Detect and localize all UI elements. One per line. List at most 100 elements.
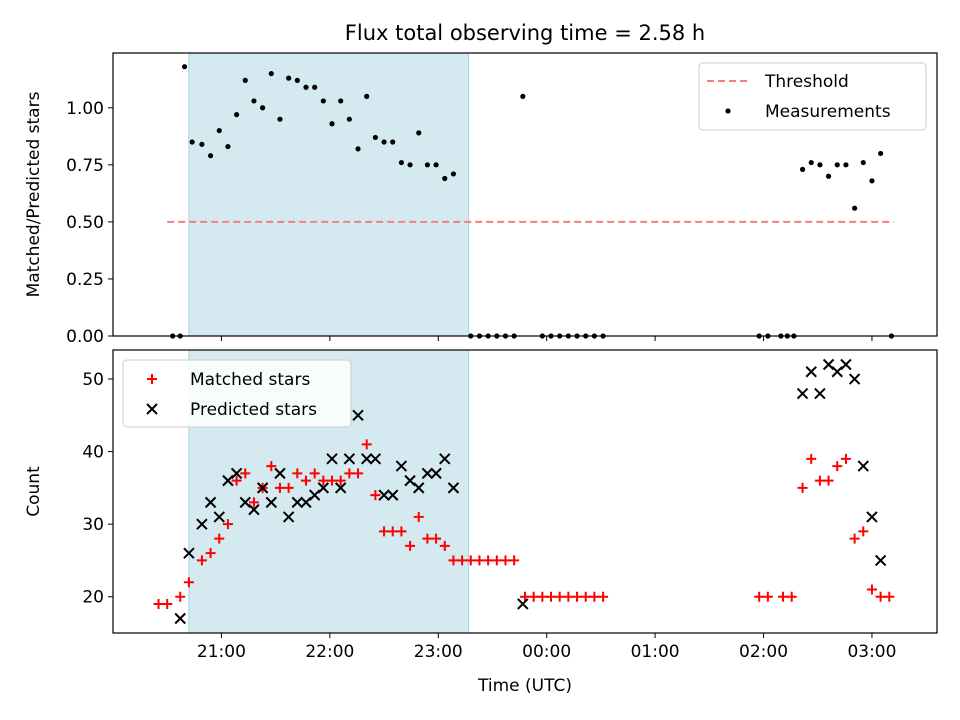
measurement-point xyxy=(398,159,404,166)
legend-matched-label: Matched stars xyxy=(190,370,310,390)
predicted-star-point xyxy=(447,482,460,494)
predicted-star-point xyxy=(395,460,408,472)
x-tick-label: 22:00 xyxy=(305,642,354,662)
legend-box xyxy=(698,62,927,131)
matched-star-point xyxy=(196,555,207,566)
matched-star-point xyxy=(580,591,591,602)
predicted-star-point xyxy=(300,496,312,509)
predicted-star-point xyxy=(326,453,338,465)
y-tick-label: 0.25 xyxy=(66,270,104,290)
matched-star-point xyxy=(448,555,459,566)
axes-frame xyxy=(112,349,938,634)
predicted-star-point xyxy=(439,453,451,465)
measurement-point xyxy=(207,153,214,159)
measurement-point xyxy=(181,64,188,70)
predicted-star-point xyxy=(248,503,260,516)
x-axis-label: Time (UTC) xyxy=(477,676,572,696)
matched-star-point xyxy=(546,591,557,602)
matched-star-point xyxy=(491,555,502,566)
predicted-star-point xyxy=(517,598,529,610)
measurement-point xyxy=(869,178,875,184)
bottom-panel: 20 30 40 50 21:00 22:00 23:00 00:00 01:00 02:00 03… xyxy=(24,349,938,696)
matched-star-point xyxy=(335,475,346,486)
predicted-star-point xyxy=(213,511,225,523)
predicted-star-point xyxy=(222,474,234,487)
measurement-point xyxy=(303,84,309,90)
legend-matched-swatch xyxy=(147,374,157,384)
predicted-star-point xyxy=(814,387,826,400)
y-tick-label: 50 xyxy=(82,370,104,390)
y-tick-label: 20 xyxy=(82,588,104,608)
matched-star-point xyxy=(153,598,164,609)
matched-star-point xyxy=(520,591,530,602)
predicted-star-point xyxy=(343,453,356,465)
matched-star-point xyxy=(884,591,895,602)
matched-star-point xyxy=(786,591,797,602)
matched-star-point xyxy=(162,598,173,609)
x-tick-label: 02:00 xyxy=(739,642,788,662)
matched-star-point xyxy=(762,591,773,602)
matched-star-point xyxy=(537,591,548,602)
matched-star-point xyxy=(353,468,364,479)
measurement-point xyxy=(433,162,439,168)
matched-star-point xyxy=(806,453,817,464)
predicted-star-point xyxy=(334,482,347,494)
measurement-point xyxy=(817,162,823,168)
matched-star-point xyxy=(431,533,442,544)
matched-star-point xyxy=(589,591,600,602)
y-tick-label: 0.00 xyxy=(66,327,104,347)
measurement-point xyxy=(825,173,832,179)
measurement-point xyxy=(329,121,335,127)
y-tick-label: 40 xyxy=(82,443,104,463)
measurement-point xyxy=(216,127,222,134)
predicted-star-point xyxy=(822,358,835,371)
measurement-point xyxy=(442,175,448,182)
measurement-point xyxy=(320,98,326,104)
predicted-star-point xyxy=(413,482,425,494)
matched-star-point xyxy=(832,461,843,472)
predicted-star-point xyxy=(874,554,887,567)
predicted-star-point xyxy=(230,467,243,480)
x-tick-label: 00:00 xyxy=(522,642,571,662)
predicted-star-point xyxy=(866,511,878,523)
matched-star-point xyxy=(483,555,494,566)
y-tick-label: 0.75 xyxy=(66,156,104,176)
measurement-point xyxy=(355,146,361,152)
measurement-point xyxy=(286,75,292,81)
matched-star-point xyxy=(563,591,574,602)
predicted-star-point xyxy=(282,511,295,523)
predicted-star-point xyxy=(857,460,869,472)
matched-star-point xyxy=(509,555,520,566)
measurement-point xyxy=(424,162,431,168)
matched-star-point xyxy=(778,591,789,602)
matched-star-point xyxy=(183,577,194,588)
predicted-star-point xyxy=(183,547,195,559)
matched-star-point xyxy=(240,468,251,479)
measurement-point xyxy=(407,162,413,168)
observing-span-highlight xyxy=(188,52,470,337)
matched-star-point xyxy=(858,526,869,537)
matched-star-point xyxy=(465,555,476,566)
predicted-star-point xyxy=(196,518,208,530)
matched-star-point xyxy=(370,490,381,501)
legend-measurement-swatch xyxy=(725,108,731,114)
matched-star-point xyxy=(175,591,186,602)
matched-star-point xyxy=(413,511,424,522)
measurement-point xyxy=(294,77,300,83)
matched-star-point xyxy=(205,548,216,559)
y-axis-label: Count xyxy=(24,466,44,517)
matched-star-point xyxy=(528,591,539,602)
predicted-star-point xyxy=(317,482,330,494)
measurement-point xyxy=(852,205,858,211)
matched-star-point xyxy=(292,468,303,479)
matched-star-point xyxy=(422,533,433,544)
matched-star-point xyxy=(500,555,511,566)
predicted-star-point xyxy=(387,489,399,501)
matched-star-point xyxy=(283,482,294,493)
predicted-star-point xyxy=(204,496,217,509)
predicted-star-point xyxy=(174,612,186,625)
measurement-point xyxy=(364,93,370,99)
matched-star-point xyxy=(231,475,242,486)
predicted-star-point xyxy=(256,482,269,494)
